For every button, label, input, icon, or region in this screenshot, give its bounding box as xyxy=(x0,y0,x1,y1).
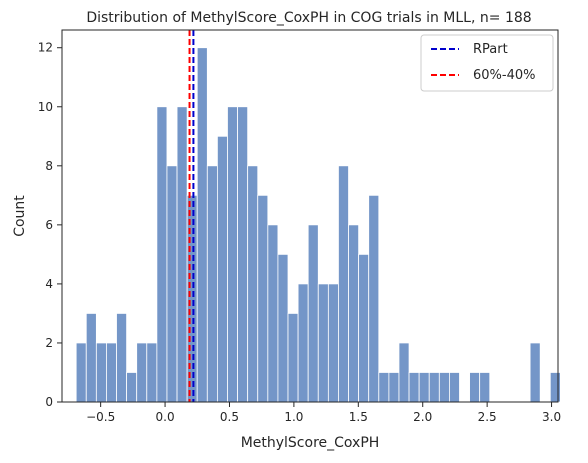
histogram-bar xyxy=(549,372,561,403)
x-tick-label: 1.5 xyxy=(349,410,368,424)
y-axis-ticks: 0 2 4 6 8 10 12 xyxy=(38,41,62,409)
histogram-bar xyxy=(216,135,228,403)
x-tick-label: 0.0 xyxy=(156,410,175,424)
histogram-bar xyxy=(146,342,158,403)
histogram-bar xyxy=(237,106,249,403)
x-tick-label: 2.5 xyxy=(478,410,497,424)
histogram-bar xyxy=(368,194,380,403)
histogram-bar xyxy=(126,372,138,403)
histogram-bar xyxy=(166,165,178,403)
histogram-bar xyxy=(388,372,400,403)
legend-label-rpart: RPart xyxy=(473,42,508,57)
histogram-bar xyxy=(307,224,319,403)
histogram-bar xyxy=(327,283,339,403)
y-tick-label: 8 xyxy=(45,159,53,173)
histogram-bar xyxy=(418,372,430,403)
histogram-bar xyxy=(398,342,410,403)
histogram-bar xyxy=(267,224,279,403)
histogram-bar xyxy=(358,253,370,403)
histogram-bar xyxy=(186,194,198,403)
legend: RPart 60%-40% xyxy=(420,34,554,92)
histogram-bar xyxy=(529,342,541,403)
histogram-bar xyxy=(85,313,97,403)
histogram-bar xyxy=(408,372,420,403)
x-tick-label: 1.0 xyxy=(284,410,303,424)
histogram-bar xyxy=(106,342,117,403)
histogram-bar xyxy=(196,47,208,403)
x-tick-label: 3.0 xyxy=(542,410,561,424)
histogram-bar xyxy=(277,253,289,403)
histogram-bar xyxy=(95,342,107,403)
chart-title: Distribution of MethylScore_CoxPH in COG… xyxy=(86,10,531,26)
x-tick-label: −0.5 xyxy=(86,410,115,424)
histogram-bar xyxy=(116,313,128,403)
histogram-bar xyxy=(297,283,309,403)
y-tick-label: 6 xyxy=(45,218,53,232)
histogram-bars xyxy=(75,47,561,403)
histogram-bar xyxy=(469,372,481,403)
y-tick-label: 10 xyxy=(38,100,53,114)
histogram-bar xyxy=(156,106,168,403)
histogram-bar xyxy=(257,194,269,403)
y-tick-label: 0 xyxy=(45,395,53,409)
histogram-bar xyxy=(479,372,491,403)
y-tick-label: 2 xyxy=(45,336,53,350)
histogram-bar xyxy=(317,283,329,403)
y-tick-label: 4 xyxy=(45,277,53,291)
plot-frame xyxy=(61,29,559,403)
histogram-bar xyxy=(136,342,148,403)
reference-lines xyxy=(188,30,195,402)
histogram-bar xyxy=(75,342,87,403)
x-axis-label: MethylScore_CoxPH xyxy=(241,435,380,451)
histogram-bar xyxy=(378,372,390,403)
histogram-bar xyxy=(206,165,218,403)
histogram-bar xyxy=(348,224,360,403)
histogram-bar xyxy=(449,372,460,403)
histogram-bar xyxy=(247,165,259,403)
histogram-bar xyxy=(287,313,299,403)
histogram-bar xyxy=(227,106,238,403)
histogram-bar xyxy=(428,372,440,403)
legend-label-60-40: 60%-40% xyxy=(473,68,535,83)
x-tick-label: 2.0 xyxy=(413,410,432,424)
y-axis-label: Count xyxy=(12,195,28,237)
x-tick-label: 0.5 xyxy=(220,410,239,424)
histogram-bar xyxy=(438,372,450,403)
x-axis-ticks: −0.5 0.0 0.5 1.0 1.5 2.0 2.5 3.0 xyxy=(86,402,561,424)
histogram-bar xyxy=(338,165,349,403)
histogram-bar xyxy=(176,106,188,403)
y-tick-label: 12 xyxy=(38,41,53,55)
